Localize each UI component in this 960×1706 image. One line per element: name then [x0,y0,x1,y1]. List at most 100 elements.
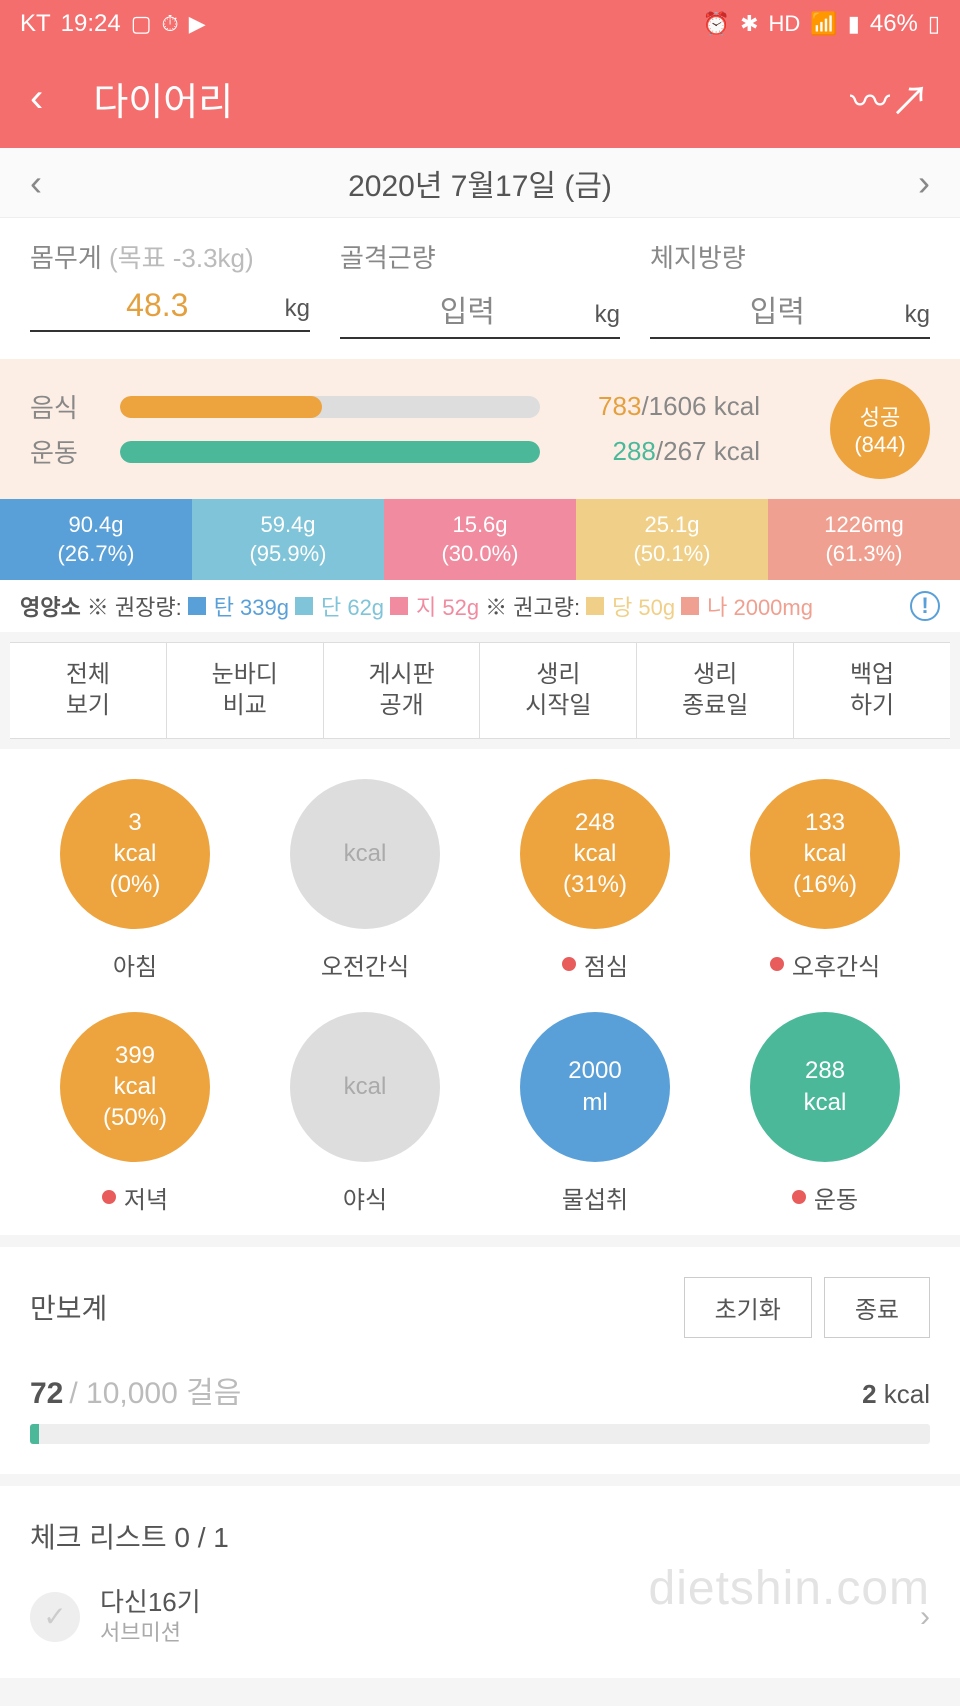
steps-kcal-value: 2 [862,1379,876,1409]
bluetooth-icon: ✱ [740,11,758,37]
muscle-col[interactable]: 골격근량 입력 kg [340,238,620,339]
action-tab[interactable]: 생리종료일 [637,643,794,737]
nutrient-legend: 영양소 ※ 권장량: 탄 339g 단 62g 지 52g ※ 권고량: 당 5… [0,580,960,632]
fat-col[interactable]: 체지방량 입력 kg [650,238,930,339]
page-title: 다이어리 [93,71,233,126]
action-tab[interactable]: 백업하기 [794,643,950,737]
weight-goal: (목표 -3.3kg) [109,243,254,273]
trend-icon[interactable]: 〰↗ [850,69,930,127]
meal-label-text: 점심 [584,947,628,982]
nutrient-value: 1226mg [768,511,960,540]
meal-value: 248 [575,807,615,838]
meal-item[interactable]: 288kcal운동 [710,1012,940,1215]
status-right: ⏰ ✱ HD 📶 ▮ 46% ▯ [703,10,940,38]
success-badge[interactable]: 성공 (844) [830,379,930,479]
meal-unit: kcal [344,838,387,869]
meal-item[interactable]: 3kcal(0%)아침 [20,779,250,982]
fat-swatch [390,597,408,615]
check-item-title: 다신16기 [100,1586,201,1620]
pedometer-bar [30,1424,930,1444]
nutrient-cell[interactable]: 59.4g(95.9%) [192,499,384,580]
back-button[interactable]: ‹ [30,76,43,121]
date-navigator: ‹ 2020년 7월17일 (금) › [0,148,960,218]
nutrient-pct: (50.1%) [576,540,768,569]
nutrient-cell[interactable]: 25.1g(50.1%) [576,499,768,580]
battery-icon: ▯ [928,11,940,37]
tab-line1: 전체 [10,659,166,690]
steps-current: 72 [30,1377,63,1411]
red-dot-icon [770,957,784,971]
weight-col[interactable]: 몸무게 (목표 -3.3kg) 48.3 kg [30,238,310,339]
nutrient-cell[interactable]: 1226mg(61.3%) [768,499,960,580]
weight-section: 몸무게 (목표 -3.3kg) 48.3 kg 골격근량 입력 kg 체지방량 … [0,218,960,359]
carb-swatch [188,597,206,615]
check-icon[interactable]: ✓ [30,1592,80,1642]
nutrient-cell[interactable]: 90.4g(26.7%) [0,499,192,580]
tab-line2: 시작일 [480,690,636,721]
meal-item[interactable]: 399kcal(50%)저녁 [20,1012,250,1215]
reset-button[interactable]: 초기화 [684,1277,812,1338]
meal-item[interactable]: kcal 오전간식 [250,779,480,982]
action-tabs: 전체보기눈바디비교게시판공개생리시작일생리종료일백업하기 [10,642,950,738]
meal-label: 점심 [562,947,628,982]
muscle-value: 입력 [340,287,595,331]
steps-goal: / 10,000 걸음 [69,1368,241,1412]
nutrient-pct: (95.9%) [192,540,384,569]
legend-carb: 탄 339g [214,590,289,622]
carrier-label: KT [20,10,51,38]
tab-line2: 하기 [794,690,950,721]
nutrient-value: 90.4g [0,511,192,540]
tab-line1: 생리 [637,659,793,690]
legend-rec: ※ 권장량: [87,590,182,622]
fat-unit: kg [905,301,930,329]
meal-item[interactable]: 133kcal(16%)오후간식 [710,779,940,982]
meal-item[interactable]: 248kcal(31%)점심 [480,779,710,982]
end-button[interactable]: 종료 [824,1277,930,1338]
image-icon: ▢ [131,11,152,37]
battery-label: 46% [870,10,918,38]
tab-line2: 종료일 [637,690,793,721]
tab-line1: 백업 [794,659,950,690]
exercise-unit: kcal [714,436,760,466]
food-fill [120,396,322,418]
meal-item[interactable]: 2000ml물섭취 [480,1012,710,1215]
legend-fat: 지 52g [416,590,479,622]
fat-label: 체지방량 [650,238,930,275]
muscle-value-row: 입력 kg [340,287,620,339]
nutrient-cell[interactable]: 15.6g(30.0%) [384,499,576,580]
exercise-text: 288/267 kcal [560,436,760,467]
pedometer-steps: 72 / 10,000 걸음 2 kcal [30,1368,930,1412]
meal-label: 아침 [113,947,157,982]
nutrient-value: 25.1g [576,511,768,540]
food-unit: kcal [714,391,760,421]
meal-label: 야식 [343,1180,387,1215]
nutrient-value: 15.6g [384,511,576,540]
action-tab[interactable]: 눈바디비교 [167,643,324,737]
food-bar [120,396,540,418]
action-tab[interactable]: 게시판공개 [324,643,481,737]
action-tab[interactable]: 생리시작일 [480,643,637,737]
meal-value: 288 [805,1055,845,1086]
badge-value: (844) [854,432,905,458]
prev-day-button[interactable]: ‹ [30,162,42,204]
info-icon[interactable]: ! [910,591,940,621]
action-tab[interactable]: 전체보기 [10,643,167,737]
sugar-swatch [586,597,604,615]
tab-line1: 생리 [480,659,636,690]
next-day-button[interactable]: › [918,162,930,204]
weight-unit: kg [285,295,310,323]
meal-circle: kcal [290,779,440,929]
legend-title: 영양소 [20,590,81,622]
meal-item[interactable]: kcal야식 [250,1012,480,1215]
meal-label-text: 물섭취 [562,1180,628,1215]
sodium-swatch [681,597,699,615]
date-label[interactable]: 2020년 7월17일 (금) [42,161,918,205]
meal-unit: kcal [114,1071,157,1102]
meal-pct: (31%) [563,869,627,900]
nutrient-value: 59.4g [192,511,384,540]
app-header: ‹ 다이어리 〰↗ [0,48,960,148]
meal-value: 133 [805,807,845,838]
signal-icon: ▮ [848,11,860,37]
pedometer-section: 만보계 초기화 종료 72 / 10,000 걸음 2 kcal [0,1247,960,1474]
meal-label-text: 오전간식 [321,947,409,982]
